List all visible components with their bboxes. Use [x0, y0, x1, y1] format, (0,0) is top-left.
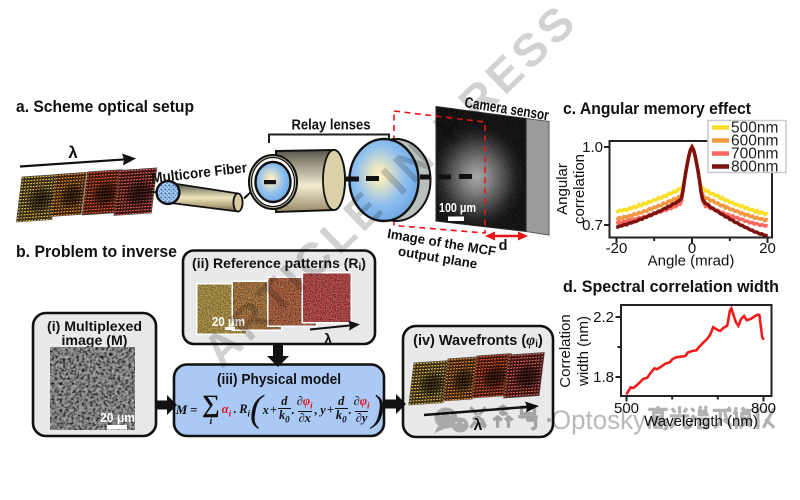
- svg-text:width (nm): width (nm): [575, 316, 592, 387]
- svg-text:c. Angular memory effect: c. Angular memory effect: [563, 100, 751, 118]
- svg-text:b. Problem to inverse: b. Problem to inverse: [16, 242, 177, 261]
- svg-text:0.7: 0.7: [582, 217, 603, 234]
- svg-text:700nm: 700nm: [731, 146, 778, 163]
- svg-text:λ: λ: [474, 417, 483, 434]
- svg-text:600nm: 600nm: [731, 133, 778, 150]
- svg-text:500: 500: [614, 400, 639, 417]
- svg-text:800nm: 800nm: [731, 159, 778, 176]
- svg-text:image (M): image (M): [62, 333, 128, 348]
- svg-text:(i) Multiplexed: (i) Multiplexed: [47, 319, 142, 334]
- svg-text:d: d: [499, 238, 508, 254]
- svg-text:λ: λ: [324, 331, 333, 348]
- svg-text:-20: -20: [606, 240, 628, 257]
- svg-text:20: 20: [759, 240, 776, 257]
- svg-text:Angle (mrad): Angle (mrad): [648, 253, 735, 270]
- svg-text:Angular: Angular: [554, 163, 571, 215]
- svg-text:a. Scheme optical setup: a. Scheme optical setup: [16, 97, 194, 116]
- svg-text:Multicore Fiber: Multicore Fiber: [151, 160, 249, 187]
- svg-text:Correlation: Correlation: [557, 314, 574, 387]
- svg-text:500nm: 500nm: [731, 120, 778, 137]
- svg-text:0: 0: [688, 240, 696, 257]
- svg-text:correlation: correlation: [571, 154, 588, 224]
- svg-text:(iii) Physical model: (iii) Physical model: [217, 371, 341, 388]
- svg-text:Optosky: Optosky: [551, 405, 646, 435]
- svg-text:λ: λ: [68, 143, 78, 162]
- svg-text:20 μm: 20 μm: [100, 410, 135, 425]
- svg-text:d. Spectral correlation width: d. Spectral correlation width: [563, 278, 779, 296]
- svg-text:100 μm: 100 μm: [439, 200, 476, 215]
- svg-text:1.8: 1.8: [593, 369, 614, 386]
- svg-text:1.0: 1.0: [582, 139, 603, 156]
- svg-text:(ii) Reference patterns (Ri): (ii) Reference patterns (Ri): [192, 255, 366, 273]
- svg-text:Relay lenses: Relay lenses: [292, 118, 371, 134]
- svg-text:2.2: 2.2: [593, 309, 614, 326]
- svg-text:(iv) Wavefronts (φi): (iv) Wavefronts (φi): [413, 332, 543, 350]
- svg-text:20 μm: 20 μm: [212, 315, 245, 329]
